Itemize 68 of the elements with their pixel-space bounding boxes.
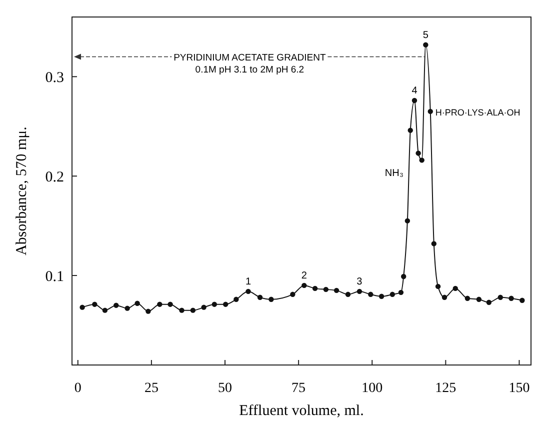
point bbox=[222, 302, 228, 307]
point bbox=[435, 284, 441, 290]
point bbox=[416, 150, 421, 156]
x-tick-label: 75 bbox=[292, 381, 306, 396]
point bbox=[419, 158, 424, 163]
point bbox=[368, 292, 374, 298]
point bbox=[146, 308, 151, 314]
annotation: 4 bbox=[412, 86, 418, 97]
point bbox=[212, 302, 218, 307]
x-tick-label: 125 bbox=[435, 381, 456, 396]
annotation: 3 bbox=[356, 276, 363, 288]
y-axis-title: Absorbance, 570 mμ. bbox=[14, 126, 30, 256]
point bbox=[290, 292, 296, 298]
point bbox=[498, 294, 503, 300]
point bbox=[378, 294, 384, 299]
point bbox=[179, 308, 184, 313]
annotation: 5 bbox=[422, 30, 429, 41]
point bbox=[486, 300, 492, 305]
point bbox=[408, 128, 413, 133]
point bbox=[520, 298, 525, 303]
point bbox=[508, 296, 514, 301]
point bbox=[257, 294, 263, 300]
point bbox=[134, 300, 140, 306]
x-tick-label: 100 bbox=[362, 381, 383, 396]
point bbox=[412, 98, 418, 104]
point bbox=[404, 218, 410, 224]
point bbox=[428, 108, 433, 114]
point bbox=[356, 288, 362, 294]
point bbox=[124, 306, 130, 311]
point bbox=[168, 302, 173, 307]
point bbox=[157, 302, 162, 307]
point bbox=[423, 42, 428, 48]
annotation: 0.1M pH 3.1 to 2M pH 6.2 bbox=[195, 64, 304, 76]
point bbox=[92, 302, 98, 307]
annotation: 2 bbox=[301, 270, 308, 282]
point bbox=[476, 296, 482, 302]
point bbox=[80, 304, 85, 310]
x-tick-label: 50 bbox=[218, 381, 232, 396]
x-tick-label: 0 bbox=[74, 381, 82, 396]
point bbox=[114, 302, 119, 308]
point bbox=[390, 292, 396, 298]
y-tick-label: 0.1 bbox=[45, 268, 64, 285]
point bbox=[401, 274, 406, 280]
annotation: 1 bbox=[245, 276, 252, 288]
point bbox=[268, 296, 274, 302]
annotation: PYRIDINIUM ACETATE GRADIENT bbox=[174, 52, 326, 64]
point bbox=[312, 286, 318, 292]
point bbox=[464, 296, 470, 301]
point bbox=[246, 288, 251, 294]
x-axis-title: Effluent volume, ml. bbox=[239, 403, 364, 419]
point bbox=[102, 308, 108, 313]
x-tick-label: 25 bbox=[144, 381, 158, 396]
y-tick-label: 0.3 bbox=[45, 70, 64, 86]
point bbox=[431, 241, 437, 246]
y-tick-label: 0.2 bbox=[45, 169, 64, 186]
point bbox=[323, 286, 329, 292]
point bbox=[302, 282, 307, 288]
point bbox=[345, 292, 351, 298]
point bbox=[398, 290, 404, 296]
point bbox=[442, 294, 448, 300]
point bbox=[452, 286, 458, 292]
point bbox=[201, 304, 206, 310]
point bbox=[190, 308, 196, 313]
point bbox=[234, 296, 239, 302]
point bbox=[334, 288, 340, 294]
annotation: H·PRO·LYS·ALA·OH bbox=[435, 107, 520, 118]
x-tick-label: 150 bbox=[508, 381, 530, 396]
annotation: NH₃ bbox=[384, 168, 404, 180]
